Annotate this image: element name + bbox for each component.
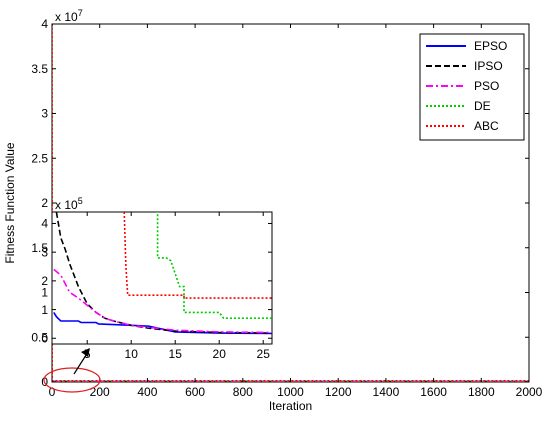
highlight-ellipse bbox=[43, 367, 101, 393]
inset-xtick-label: 10 bbox=[125, 347, 139, 361]
inset-series-pso bbox=[53, 268, 272, 334]
main-ytick-label: 0.5 bbox=[31, 330, 48, 344]
pointer-arrow-shaft bbox=[73, 351, 89, 375]
main-xtick-label: 1800 bbox=[468, 385, 495, 399]
main-xtick-label: 2000 bbox=[516, 385, 543, 399]
main-exponent-power: 7 bbox=[78, 8, 83, 18]
main-ytick-label: 3 bbox=[41, 107, 48, 121]
legend-label-ipso: IPSO bbox=[474, 59, 503, 73]
main-ytick-label: 4 bbox=[41, 17, 48, 31]
legend-label-de: DE bbox=[474, 99, 491, 113]
main-x-axis-label: Iteration bbox=[269, 399, 312, 413]
inset-series-group bbox=[53, 212, 272, 335]
inset-xtick-label: 25 bbox=[257, 347, 271, 361]
inset-exponent-base: x 10 bbox=[55, 198, 78, 212]
inset-ytick-label: 0 bbox=[41, 331, 48, 345]
inset-ytick-label: 1 bbox=[41, 303, 48, 317]
main-ytick-label: 3.5 bbox=[31, 62, 48, 76]
main-xtick-label: 200 bbox=[90, 385, 110, 399]
inset-exponent-label: x 105 bbox=[55, 196, 83, 212]
inset-ytick-label: 3 bbox=[41, 245, 48, 259]
main-y-axis-label: Fitness Function Value bbox=[3, 142, 17, 263]
main-ytick-label: 2.5 bbox=[31, 151, 48, 165]
legend-box bbox=[419, 33, 525, 141]
main-xtick-label: 600 bbox=[185, 385, 205, 399]
inset-plot-area bbox=[51, 211, 273, 345]
inset-ytick-label: 4 bbox=[41, 217, 48, 231]
main-xtick-label: 800 bbox=[233, 385, 253, 399]
pointer-arrow-head bbox=[81, 348, 90, 357]
main-xtick-label: 400 bbox=[137, 385, 157, 399]
legend-label-abc: ABC bbox=[474, 119, 499, 133]
main-xtick-label: 1200 bbox=[325, 385, 352, 399]
main-ytick-label: 1.5 bbox=[31, 241, 48, 255]
main-ytick-label: 2 bbox=[41, 196, 48, 210]
main-ytick-label: 1 bbox=[41, 286, 48, 300]
inset-xtick-label: 15 bbox=[169, 347, 183, 361]
inset-xtick-label: 20 bbox=[213, 347, 227, 361]
main-xtick-label: 1600 bbox=[420, 385, 447, 399]
main-xtick-label: 1400 bbox=[373, 385, 400, 399]
inset-series-abc bbox=[123, 212, 272, 299]
main-xtick-label: 0 bbox=[49, 385, 56, 399]
legend-label-epso: EPSO bbox=[474, 39, 507, 53]
inset-exponent-power: 5 bbox=[78, 196, 83, 206]
annotations bbox=[43, 348, 101, 393]
legend: EPSO IPSO PSO DE ABC bbox=[419, 33, 525, 141]
inset-ytick-label: 2 bbox=[41, 274, 48, 288]
legend-label-pso: PSO bbox=[474, 79, 499, 93]
main-xtick-label: 1000 bbox=[277, 385, 304, 399]
inset-series-de bbox=[155, 212, 272, 320]
main-exponent-label: x 107 bbox=[55, 8, 83, 24]
inset-xtick-label: 5 bbox=[84, 347, 91, 361]
main-exponent-base: x 10 bbox=[55, 10, 78, 24]
